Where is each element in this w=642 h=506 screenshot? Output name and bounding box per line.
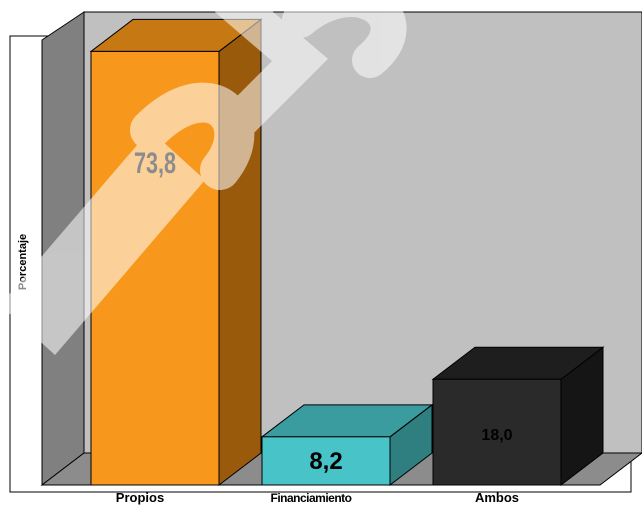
data-label: 18,0 [481, 427, 512, 444]
x-tick-label: Propios [116, 490, 164, 505]
watermark [0, 0, 407, 355]
bar-front-ambos [432, 378, 562, 486]
bars-group: 73,88,218,0 [89, 18, 605, 487]
x-tick-label: Financiamiento [270, 491, 351, 505]
data-label: 8,2 [309, 448, 342, 475]
x-tick-label: Ambos [475, 490, 519, 505]
bar-front-financiamiento [261, 436, 391, 486]
